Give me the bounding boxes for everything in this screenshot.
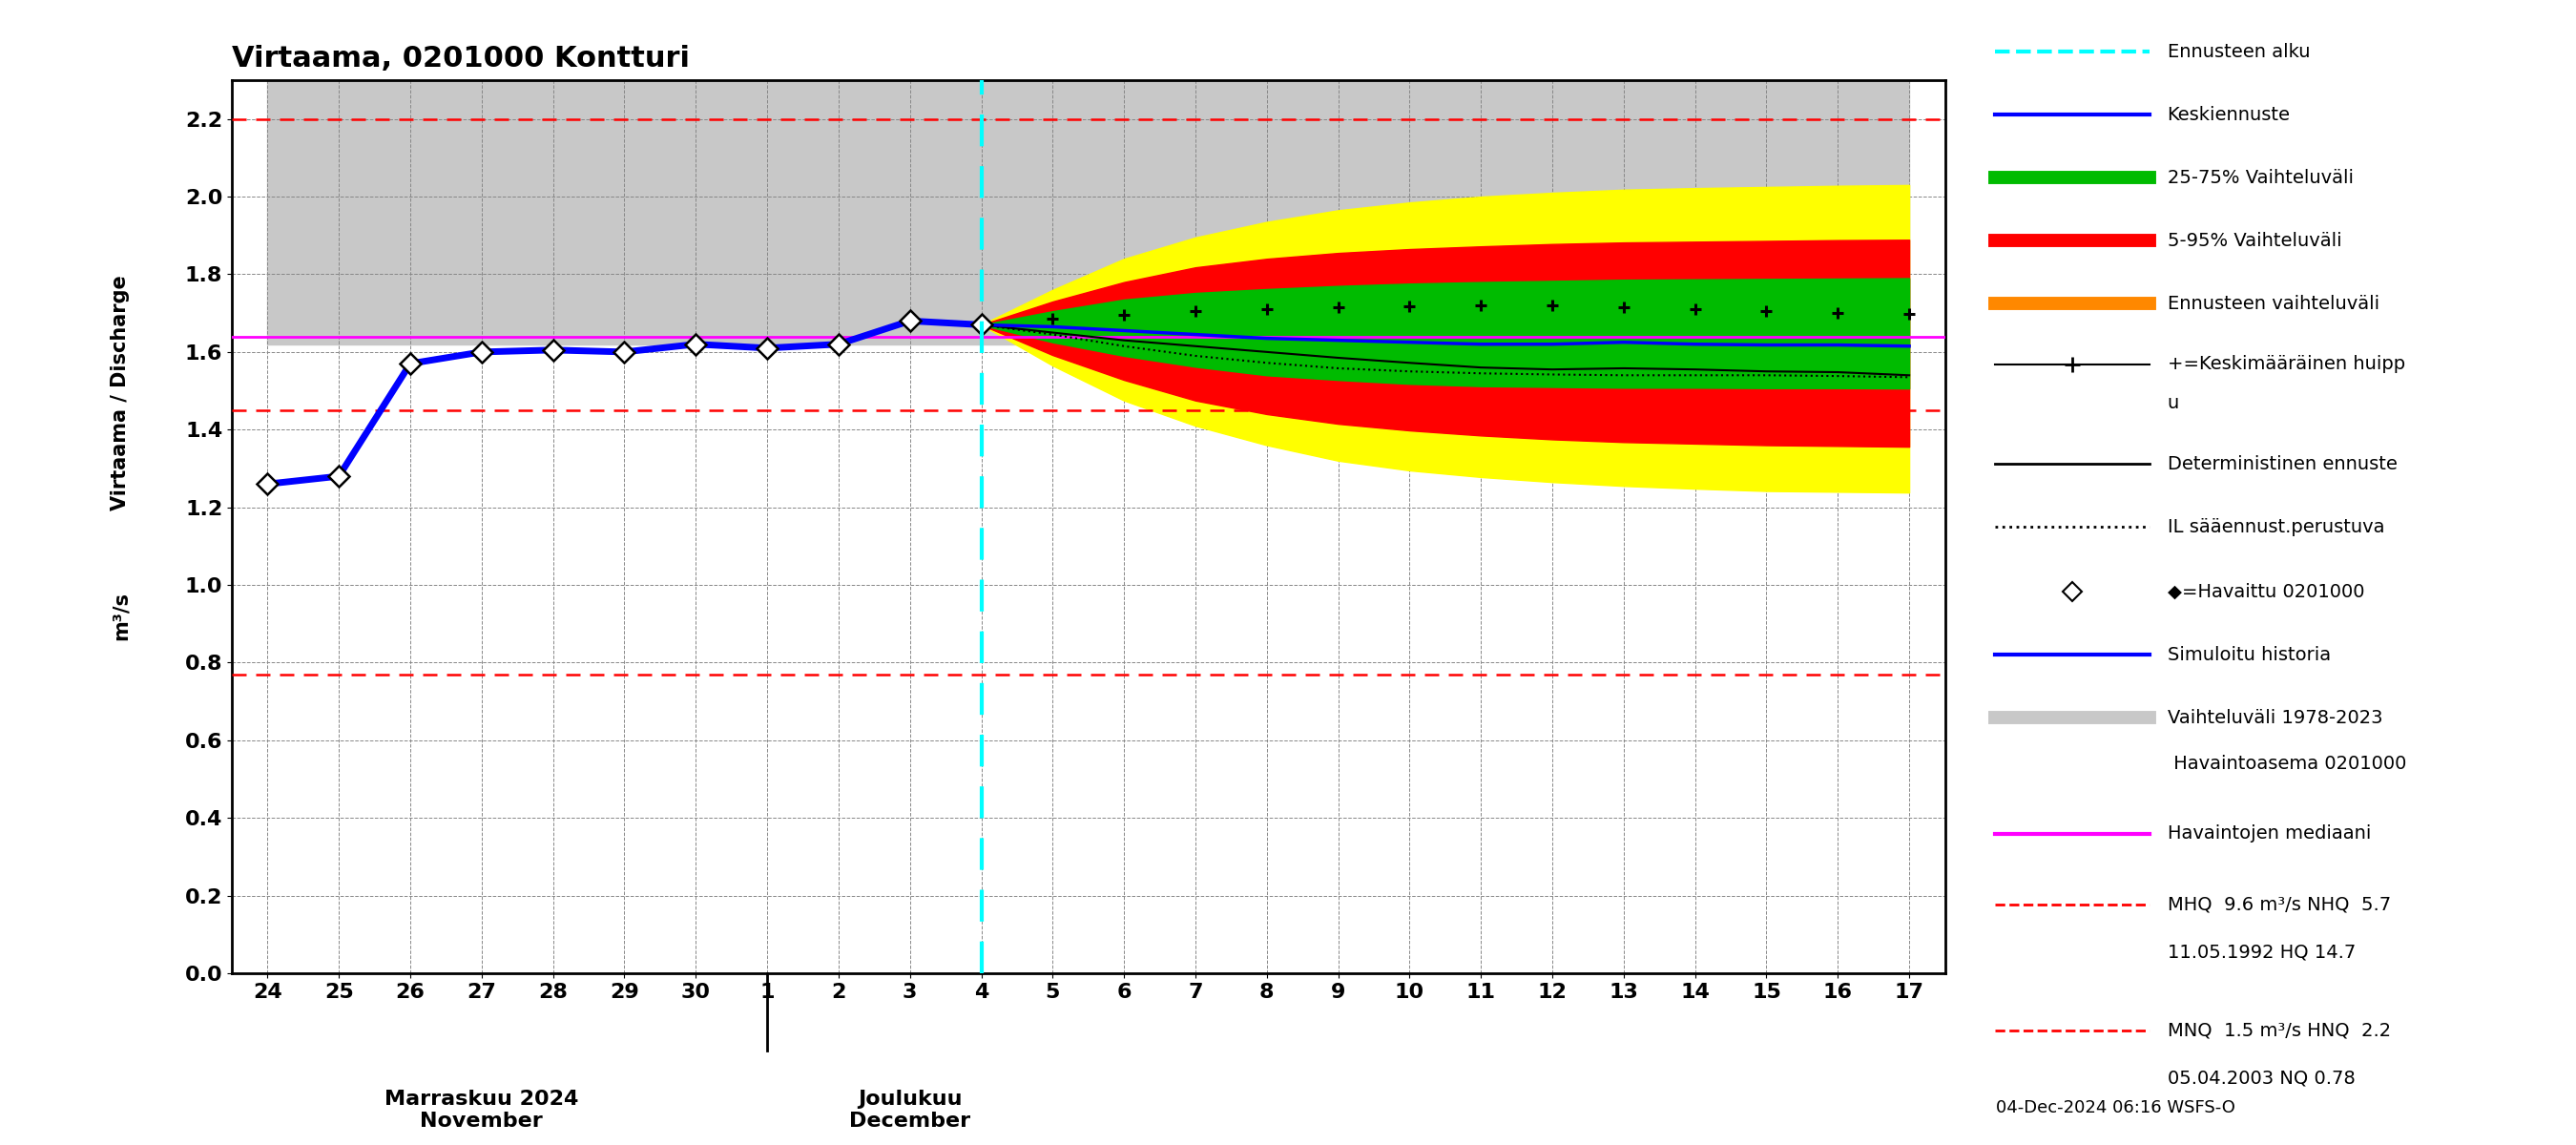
Text: m³/s: m³/s — [111, 592, 129, 640]
Text: Ennusteen alku: Ennusteen alku — [2166, 42, 2311, 61]
Text: Marraskuu 2024
November: Marraskuu 2024 November — [384, 1090, 580, 1131]
Text: 25-75% Vaihteluväli: 25-75% Vaihteluväli — [2166, 168, 2354, 187]
Text: Havaintoasema 0201000: Havaintoasema 0201000 — [2166, 755, 2406, 773]
Text: Havaintojen mediaani: Havaintojen mediaani — [2166, 824, 2370, 843]
Text: u: u — [2166, 394, 2179, 412]
Text: Virtaama / Discharge: Virtaama / Discharge — [111, 275, 129, 511]
Text: +=Keskimääräinen huipp: +=Keskimääräinen huipp — [2166, 355, 2406, 373]
Text: MNQ  1.5 m³/s HNQ  2.2: MNQ 1.5 m³/s HNQ 2.2 — [2166, 1021, 2391, 1040]
Text: ◆=Havaittu 0201000: ◆=Havaittu 0201000 — [2166, 583, 2365, 601]
Text: Joulukuu
December: Joulukuu December — [850, 1090, 971, 1131]
Text: Keskiennuste: Keskiennuste — [2166, 105, 2290, 124]
Text: 04-Dec-2024 06:16 WSFS-O: 04-Dec-2024 06:16 WSFS-O — [1996, 1099, 2236, 1116]
Text: IL sääennust.perustuva: IL sääennust.perustuva — [2166, 518, 2385, 536]
Text: 11.05.1992 HQ 14.7: 11.05.1992 HQ 14.7 — [2166, 943, 2354, 962]
Text: Virtaama, 0201000 Kontturi: Virtaama, 0201000 Kontturi — [232, 45, 690, 72]
Text: Deterministinen ennuste: Deterministinen ennuste — [2166, 455, 2398, 473]
Text: Vaihteluväli 1978-2023: Vaihteluväli 1978-2023 — [2166, 709, 2383, 727]
Text: Simuloitu historia: Simuloitu historia — [2166, 646, 2331, 664]
Text: MHQ  9.6 m³/s NHQ  5.7: MHQ 9.6 m³/s NHQ 5.7 — [2166, 895, 2391, 914]
Text: 05.04.2003 NQ 0.78: 05.04.2003 NQ 0.78 — [2166, 1069, 2354, 1088]
Text: Ennusteen vaihteluväli: Ennusteen vaihteluväli — [2166, 294, 2380, 313]
Text: 5-95% Vaihteluväli: 5-95% Vaihteluväli — [2166, 231, 2342, 250]
